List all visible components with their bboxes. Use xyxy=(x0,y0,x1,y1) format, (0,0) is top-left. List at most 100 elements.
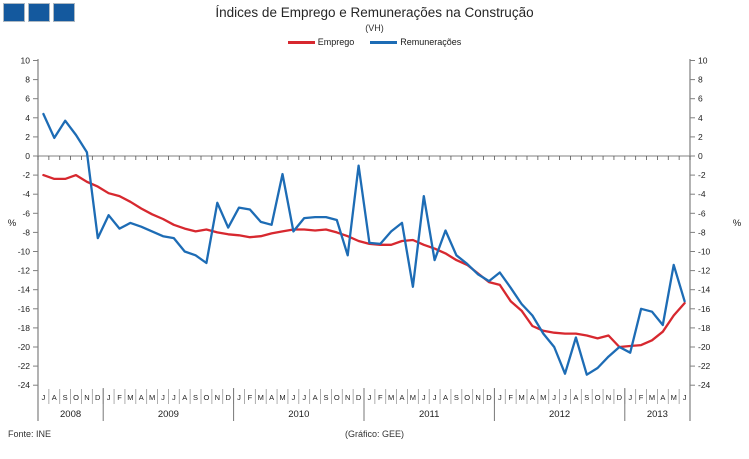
x-month-label: S xyxy=(584,393,589,402)
x-month-label: S xyxy=(323,393,328,402)
zero-line-ticks xyxy=(37,156,691,160)
x-month-label: J xyxy=(237,393,241,402)
x-month-label: O xyxy=(595,393,601,402)
x-month-label: J xyxy=(368,393,372,402)
x-month-label: A xyxy=(182,393,187,402)
x-month-label: D xyxy=(617,393,623,402)
x-month-label: J xyxy=(498,393,502,402)
y-tick-label-left: 0 xyxy=(25,151,30,161)
x-month-label: D xyxy=(356,393,362,402)
y-tick-label-right: -2 xyxy=(698,170,706,180)
x-month-label: A xyxy=(313,393,318,402)
y-tick-label-right: 8 xyxy=(698,75,703,85)
y-tick-label-left: -4 xyxy=(22,189,30,199)
y-tick-label-left: -24 xyxy=(18,380,31,390)
x-month-label: O xyxy=(334,393,340,402)
x-month-label: J xyxy=(172,393,176,402)
y-tick-label-left: 4 xyxy=(25,113,30,123)
y-tick-label-right: -24 xyxy=(698,380,711,390)
y-tick-label-left: -12 xyxy=(18,266,31,276)
y-tick-label-right: -10 xyxy=(698,247,711,257)
x-month-label: M xyxy=(149,393,155,402)
x-month-label: F xyxy=(508,393,513,402)
x-month-label: M xyxy=(671,393,677,402)
y-tick-label-right: 10 xyxy=(698,56,708,66)
y-tick-labels: 10 10 8 8 6 6 4 4 2 2 0 0 -2 -2 -4 -4 -6 -6 -8 -8 -10 -10 -12 -… xyxy=(8,56,742,391)
legend-label-remuneracoes: Remunerações xyxy=(400,37,462,47)
y-axis-unit-right: % xyxy=(733,218,742,229)
x-month-label: D xyxy=(486,393,492,402)
chart-subtitle: (VH) xyxy=(365,23,384,33)
chart-title: Índices de Emprego e Remunerações na Con… xyxy=(215,5,534,20)
y-tick-label-right: -12 xyxy=(698,266,711,276)
y-tick-label-left: -8 xyxy=(22,227,30,237)
x-month-label: A xyxy=(573,393,578,402)
x-month-label: M xyxy=(410,393,416,402)
y-tick-label-left: 8 xyxy=(25,75,30,85)
y-tick-label-right: -16 xyxy=(698,304,711,314)
x-month-label: M xyxy=(388,393,394,402)
y-tick-label-left: -6 xyxy=(22,208,30,218)
y-tick-label-left: 2 xyxy=(25,132,30,142)
legend-label-emprego: Emprego xyxy=(317,37,355,47)
x-month-label: J xyxy=(683,393,687,402)
x-month-label: N xyxy=(84,393,89,402)
remuneracoes-line xyxy=(42,112,686,376)
x-month-label: J xyxy=(628,393,632,402)
x-year-label: 2008 xyxy=(60,409,81,420)
x-month-label: J xyxy=(563,393,567,402)
logo-square xyxy=(53,3,75,22)
y-tick-label-left: -22 xyxy=(18,361,31,371)
x-month-label: D xyxy=(225,393,231,402)
x-month-label: N xyxy=(475,393,480,402)
x-month-label: S xyxy=(193,393,198,402)
y-tick-label-right: -4 xyxy=(698,189,706,199)
credit-note: (Gráfico: GEE) xyxy=(344,429,404,439)
y-tick-label-left: -10 xyxy=(18,247,31,257)
x-month-label: O xyxy=(73,393,79,402)
y-tick-label-right: -14 xyxy=(698,285,711,295)
y-tick-label-left: 10 xyxy=(21,56,31,66)
x-month-label: F xyxy=(378,393,383,402)
x-month-label: J xyxy=(552,393,556,402)
source-note: Fonte: INE xyxy=(8,429,52,439)
x-year-label: 2009 xyxy=(158,409,179,420)
y-tick-label-right: -22 xyxy=(698,361,711,371)
x-month-label: N xyxy=(345,393,350,402)
y-axis-unit-left: % xyxy=(8,218,17,229)
x-month-label: N xyxy=(215,393,220,402)
x-month-label: A xyxy=(52,393,57,402)
x-month-label: S xyxy=(63,393,68,402)
x-month-label: M xyxy=(127,393,133,402)
x-month-label: J xyxy=(302,393,306,402)
axes xyxy=(37,59,691,421)
x-month-label: F xyxy=(639,393,644,402)
x-month-label: J xyxy=(161,393,165,402)
x-month-label: J xyxy=(42,393,46,402)
x-month-label: J xyxy=(107,393,111,402)
x-year-label: 2013 xyxy=(647,409,668,420)
y-tick-label-left: -20 xyxy=(18,342,31,352)
x-month-label: J xyxy=(433,393,437,402)
x-month-label: M xyxy=(279,393,285,402)
y-tick-label-right: 2 xyxy=(698,132,703,142)
y-tick-label-left: -16 xyxy=(18,304,31,314)
x-month-label: M xyxy=(649,393,655,402)
x-month-label: A xyxy=(660,393,665,402)
emprego-line-swatch xyxy=(287,40,315,44)
y-tick-label-right: 0 xyxy=(698,151,703,161)
legend-item-emprego: Emprego xyxy=(287,37,355,47)
x-year-label: 2012 xyxy=(549,409,570,420)
emprego-line xyxy=(42,173,686,349)
x-month-label: A xyxy=(443,393,448,402)
x-month-label: A xyxy=(400,393,405,402)
y-tick-label-right: 6 xyxy=(698,94,703,104)
x-month-label: M xyxy=(540,393,546,402)
x-month-label: F xyxy=(117,393,122,402)
y-tick-label-left: -2 xyxy=(22,170,30,180)
x-month-label: M xyxy=(518,393,524,402)
x-month-label: N xyxy=(606,393,611,402)
